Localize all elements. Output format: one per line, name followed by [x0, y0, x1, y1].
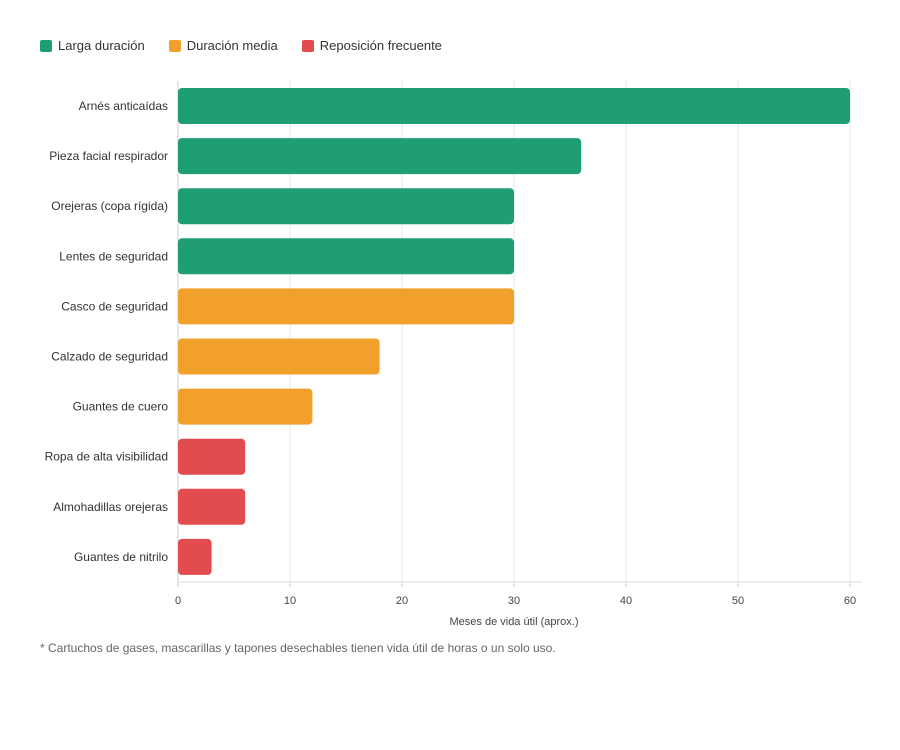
- bar: [178, 238, 514, 275]
- x-tick-label: 20: [396, 595, 408, 607]
- category-label: Pieza facial respirador: [49, 149, 168, 163]
- bar: [178, 338, 380, 375]
- category-label: Casco de seguridad: [61, 299, 168, 313]
- legend-label-media: Duración media: [186, 38, 278, 53]
- bar-chart: 0 10 20 30 40 50 60 Arnés anticaídas Pieza facia…: [45, 81, 862, 628]
- x-tick-label: 30: [508, 595, 520, 607]
- bar: [178, 438, 246, 475]
- x-axis-label: Meses de vida útil (aprox.): [450, 616, 579, 628]
- bar: [178, 288, 514, 325]
- x-tick-label: 60: [844, 595, 856, 607]
- category-label: Calzado de seguridad: [51, 350, 168, 364]
- legend-item-frecuente[interactable]: Reposición frecuente: [301, 38, 442, 53]
- bar: [178, 138, 582, 175]
- bar: [178, 88, 850, 124]
- bar: [178, 388, 313, 425]
- x-tick-label: 0: [175, 595, 181, 607]
- x-tick-label: 10: [284, 595, 296, 607]
- legend-swatch-frecuente: [301, 39, 314, 52]
- legend-swatch-larga: [40, 39, 52, 52]
- category-label: Almohadillas orejeras: [53, 500, 168, 514]
- bar: [178, 188, 514, 225]
- category-label: Orejeras (copa rígida): [51, 199, 168, 213]
- legend-item-media[interactable]: Duración media: [168, 38, 278, 53]
- chart-legend: Larga duración Duración media Reposición…: [40, 38, 442, 53]
- category-label: Guantes de cuero: [73, 400, 169, 414]
- category-label: Ropa de alta visibilidad: [45, 450, 168, 464]
- legend-label-larga: Larga duración: [58, 38, 145, 53]
- legend-item-larga[interactable]: Larga duración: [40, 38, 145, 53]
- legend-swatch-media: [168, 39, 181, 52]
- footnote: * Cartuchos de gases, mascarillas y tapo…: [40, 641, 556, 655]
- category-label: Lentes de seguridad: [59, 249, 168, 263]
- bar: [178, 538, 212, 575]
- legend-label-frecuente: Reposición frecuente: [319, 38, 442, 53]
- x-tick-label: 40: [620, 595, 632, 607]
- x-tick-label: 50: [732, 595, 744, 607]
- category-label: Arnés anticaídas: [79, 99, 168, 113]
- bar: [178, 488, 246, 525]
- category-label: Guantes de nitrilo: [74, 550, 168, 564]
